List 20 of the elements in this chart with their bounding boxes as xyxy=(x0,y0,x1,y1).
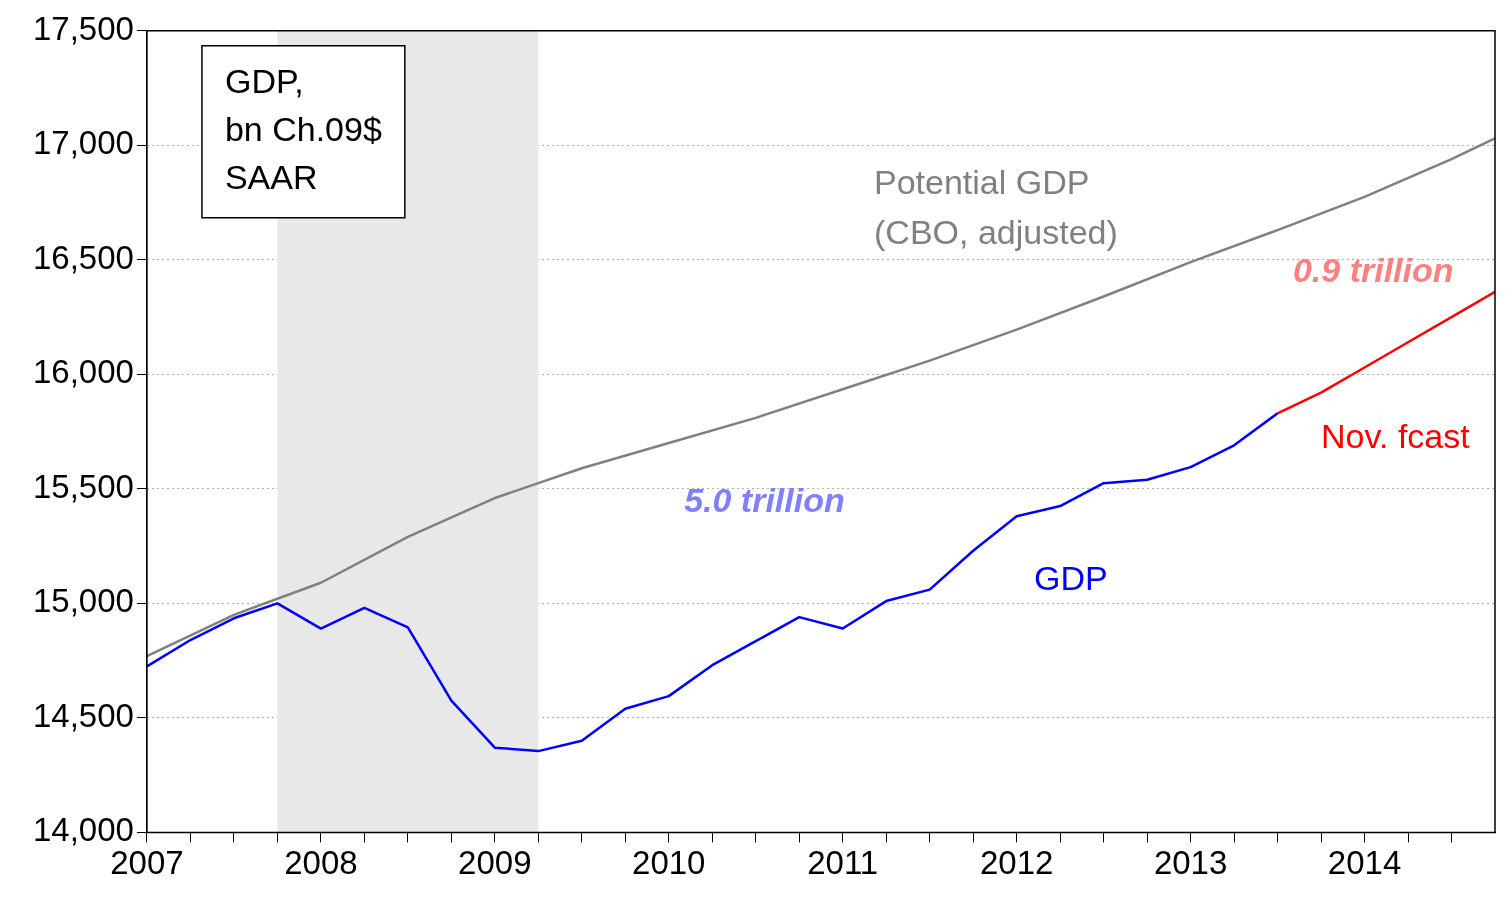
annotation: GDP, bn Ch.09$ SAAR xyxy=(224,62,382,197)
series-label: Potential GDP (CBO, adjusted) xyxy=(874,162,1118,251)
series-label: GDP xyxy=(1034,558,1108,597)
annotation: 5.0 trillion xyxy=(684,480,845,519)
x-tick-label: 2010 xyxy=(632,844,706,882)
x-tick-label: 2013 xyxy=(1153,844,1228,882)
y-tick-label: 15,500 xyxy=(33,467,134,505)
y-tick-label: 16,000 xyxy=(33,353,134,391)
series-label: Nov. fcast xyxy=(1321,416,1471,455)
x-tick-label: 2011 xyxy=(807,844,879,882)
y-tick-label: 17,500 xyxy=(33,9,134,47)
x-tick-label: 2012 xyxy=(979,844,1054,882)
y-tick-label: 14,500 xyxy=(33,696,134,734)
x-tick-label: 2009 xyxy=(458,844,532,882)
y-tick-label: 17,000 xyxy=(33,124,134,162)
x-tick-label: 2008 xyxy=(284,844,358,882)
y-tick-label: 16,500 xyxy=(33,238,134,276)
x-tick-label: 2014 xyxy=(1327,844,1402,882)
y-tick-label: 15,000 xyxy=(33,582,134,620)
annotation: 0.9 trillion xyxy=(1292,250,1454,289)
